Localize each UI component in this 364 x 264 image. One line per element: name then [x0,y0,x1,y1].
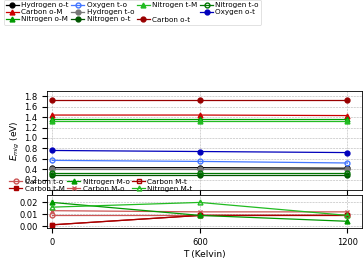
Y-axis label: $E_{mig}$ (eV): $E_{mig}$ (eV) [8,120,21,161]
Legend: Carbon t-o, Carbon t-M, Nitrogen M-o, Carbon M-o, Carbon M-t, Nitrogen M-t: Carbon t-o, Carbon t-M, Nitrogen M-o, Ca… [7,177,195,194]
X-axis label: T (Kelvin): T (Kelvin) [183,250,226,259]
Legend: Hydrogen o-t, Carbon o-M, Nitrogen o-M, Oxygen t-o, Hydrogen t-o, Nitrogen o-t, : Hydrogen o-t, Carbon o-M, Nitrogen o-M, … [4,0,261,25]
